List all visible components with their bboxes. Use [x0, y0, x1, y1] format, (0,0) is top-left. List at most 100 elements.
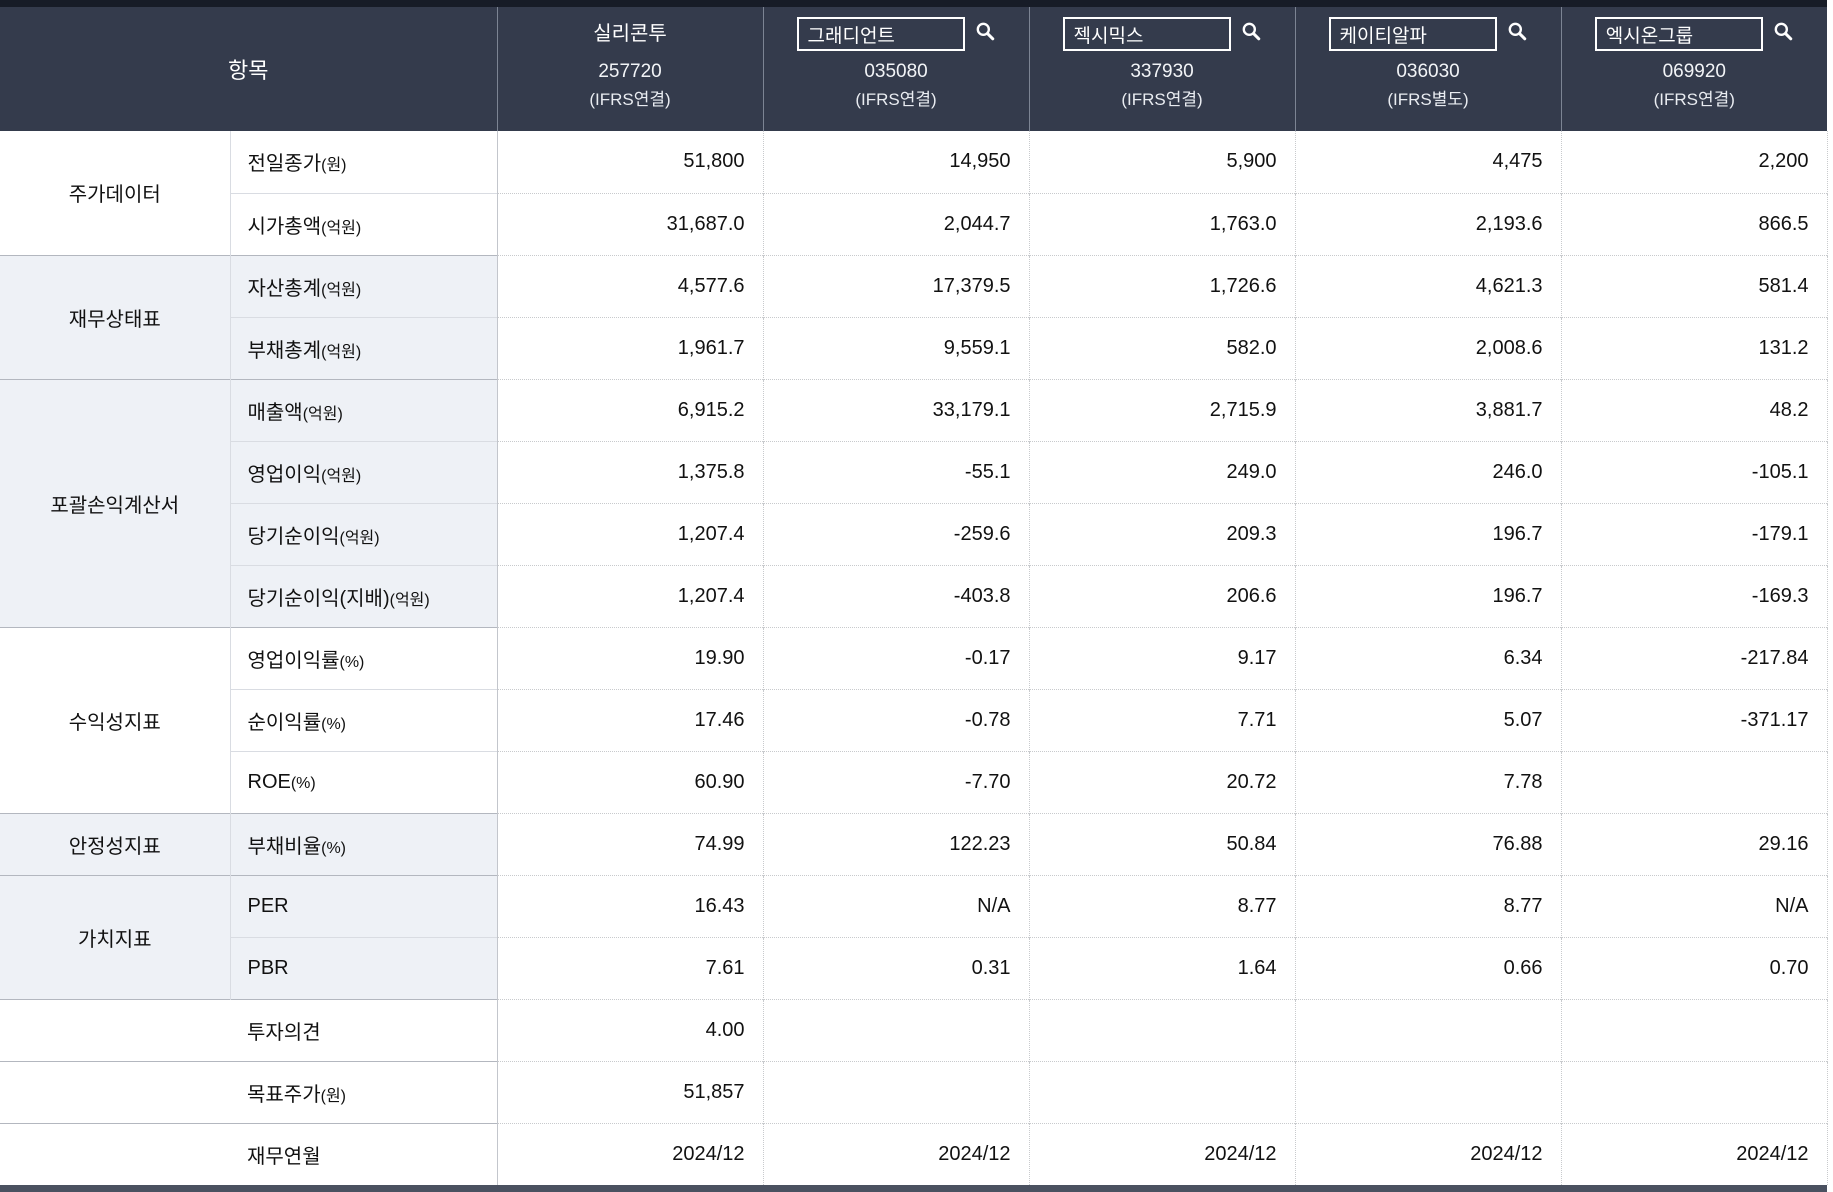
metric-value: 48.2: [1560, 378, 1828, 441]
peer-search-field: 그래디언트: [796, 17, 996, 51]
company-column-header: 케이티알파 036030 (IFRS별도): [1294, 7, 1562, 131]
table-row: 가치지표 PER 16.43 N/A 8.77 8.77 N/A: [0, 874, 1828, 999]
row-label: 부채총계(억원): [230, 316, 498, 379]
table-row: PBR 7.61 0.31 1.64 0.66 0.70: [0, 936, 1828, 999]
table-row: 목표주가(원) 51,857: [0, 1060, 1828, 1123]
items-column-header: 항목: [0, 7, 498, 131]
metric-value: 1,763.0: [1028, 192, 1296, 255]
metric-value: [1560, 998, 1828, 1061]
row-label-text: 전일종가: [247, 153, 322, 176]
company-header-content: 그래디언트 035080 (IFRS연결): [764, 7, 1029, 111]
metric-value: 60.90: [496, 750, 764, 813]
accounting-standard: (IFRS연결): [1121, 90, 1203, 109]
table-row: 포괄손익계산서 매출액(억원) 6,915.2 33,179.1 2,715.9 3,88…: [0, 378, 1828, 627]
metric-value: 4.00: [496, 998, 764, 1061]
metric-value: 246.0: [1294, 440, 1562, 503]
peer-name-input[interactable]: 그래디언트: [796, 17, 965, 51]
metric-value: [1028, 998, 1296, 1061]
metric-value: 76.88: [1294, 812, 1562, 875]
row-label-text: ROE: [247, 770, 291, 793]
company-column-header: 젝시믹스 337930 (IFRS연결): [1028, 7, 1296, 131]
row-label-text: PBR: [247, 956, 289, 979]
table-bottom-border: [0, 1185, 1827, 1192]
row-label: PBR: [230, 936, 498, 999]
group-label: 포괄손익계산서: [0, 378, 231, 627]
row-label-text: 영업이익률: [247, 649, 340, 672]
row-label: 재무연월: [0, 1122, 498, 1185]
row-label: 부채비율(%): [230, 812, 498, 875]
row-label-unit: (억원): [321, 467, 362, 485]
metric-value: 1,207.4: [496, 564, 764, 627]
table-row: 순이익률(%) 17.46 -0.78 7.71 5.07 -371.17: [0, 688, 1828, 751]
row-label-unit: (억원): [321, 219, 362, 237]
metric-value: 2,008.6: [1294, 316, 1562, 379]
group-label: 재무상태표: [0, 254, 231, 379]
peer-name-input[interactable]: 케이티알파: [1328, 17, 1497, 51]
table-row: 당기순이익(지배)(억원) 1,207.4 -403.8 206.6 196.7 -169…: [0, 564, 1828, 627]
search-icon[interactable]: [1507, 21, 1528, 47]
metric-value: 209.3: [1028, 502, 1296, 565]
row-label-unit: (원): [320, 1087, 346, 1105]
row-label: PER: [230, 874, 498, 937]
search-icon[interactable]: [1773, 21, 1794, 47]
metric-value: -0.17: [762, 626, 1030, 689]
metric-value: [1028, 1060, 1296, 1123]
row-label: 당기순이익(지배)(억원): [230, 564, 498, 627]
table-row: 수익성지표 영업이익률(%) 19.90 -0.17 9.17 6.34 -217.84: [0, 626, 1828, 813]
search-icon[interactable]: [1241, 21, 1262, 47]
metric-value: -259.6: [762, 502, 1030, 565]
table-top-border: [0, 0, 1827, 7]
row-label: 목표주가(원): [0, 1060, 498, 1123]
search-icon[interactable]: [975, 21, 996, 47]
metric-value: -217.84: [1560, 626, 1828, 689]
metric-value: -0.78: [762, 688, 1030, 751]
metric-value: -7.70: [762, 750, 1030, 813]
row-label: 시가총액(억원): [230, 192, 498, 255]
row-label-text: 목표주가: [247, 1083, 321, 1106]
metric-value: 14,950: [762, 131, 1030, 193]
row-label-unit: (%): [339, 653, 365, 671]
row-label: 자산총계(억원): [230, 254, 498, 317]
peer-name-input[interactable]: 젝시믹스: [1062, 17, 1231, 51]
metric-value: 1,375.8: [496, 440, 764, 503]
metric-value: 0.66: [1294, 936, 1562, 999]
metric-value: [1560, 1060, 1828, 1123]
group-label: 가치지표: [0, 874, 231, 999]
metric-value: 866.5: [1560, 192, 1828, 255]
table-row: 투자의견 4.00: [0, 998, 1828, 1061]
metric-value: 582.0: [1028, 316, 1296, 379]
table-row: 시가총액(억원) 31,687.0 2,044.7 1,763.0 2,193.6 866…: [0, 192, 1828, 255]
metric-value: -371.17: [1560, 688, 1828, 751]
company-code: 069920: [1662, 61, 1726, 82]
table-row: 재무연월 2024/12 2024/12 2024/12 2024/12 2024/12: [0, 1122, 1828, 1185]
company-name: 실리콘투: [593, 23, 667, 45]
metric-value: N/A: [762, 874, 1030, 937]
metric-value: 17,379.5: [762, 254, 1030, 317]
company-header-content: 엑시온그룹 069920 (IFRS연결): [1562, 7, 1828, 111]
row-label-unit: (억원): [302, 405, 343, 423]
row-label-unit: (억원): [389, 591, 430, 609]
table-row: 주가데이터 전일종가(원) 51,800 14,950 5,900 4,475 2,200: [0, 131, 1828, 255]
row-label-text: 투자의견: [247, 1021, 321, 1044]
metric-value: 51,857: [496, 1060, 764, 1123]
metric-value: 2,715.9: [1028, 378, 1296, 441]
metric-value: 2024/12: [1028, 1122, 1296, 1185]
peer-search-field: 젝시믹스: [1062, 17, 1262, 51]
metric-value: 6,915.2: [496, 378, 764, 441]
metric-value: 74.99: [496, 812, 764, 875]
row-label-text: 부채총계: [247, 339, 322, 362]
metric-value: 2024/12: [762, 1122, 1030, 1185]
row-label-text: 영업이익: [247, 463, 322, 486]
peer-name-input[interactable]: 엑시온그룹: [1594, 17, 1763, 51]
table-header-row: 항목 실리콘투 257720 (IFRS연결) 그래디언트 035080 (IFRS연결)…: [0, 7, 1828, 131]
row-label: 당기순이익(억원): [230, 502, 498, 565]
metric-value: 131.2: [1560, 316, 1828, 379]
metric-value: [1294, 1060, 1562, 1123]
company-code: 337930: [1130, 61, 1194, 82]
metric-value: 1,726.6: [1028, 254, 1296, 317]
company-column-header: 엑시온그룹 069920 (IFRS연결): [1560, 7, 1828, 131]
table-row: 안정성지표 부채비율(%) 74.99 122.23 50.84 76.88 29.16: [0, 812, 1828, 875]
metric-value: 2024/12: [1294, 1122, 1562, 1185]
metric-value: N/A: [1560, 874, 1828, 937]
